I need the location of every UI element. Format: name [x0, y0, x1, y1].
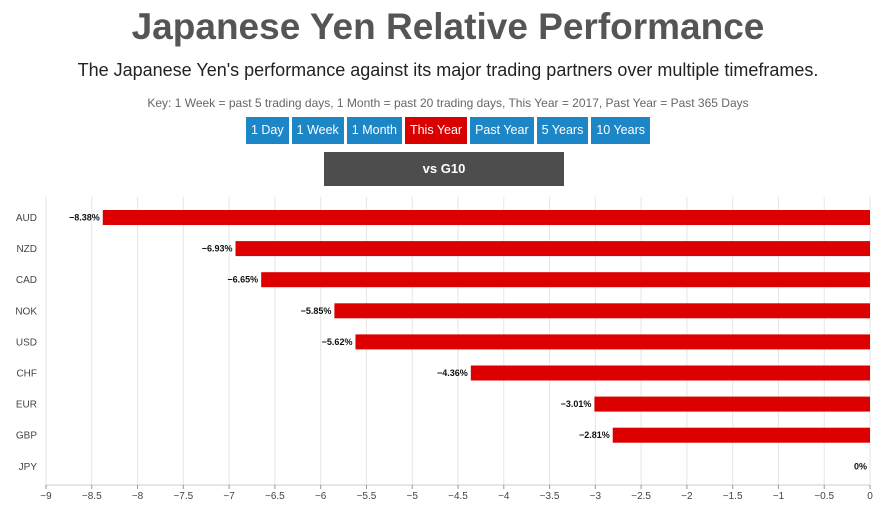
y-category-label: AUD: [16, 213, 37, 224]
x-tick-label: −2: [681, 491, 693, 502]
y-category-label: NZD: [16, 244, 37, 255]
bar: [261, 272, 871, 288]
x-tick-label: −1: [773, 491, 785, 502]
tab-1-month[interactable]: 1 Month: [346, 117, 402, 144]
bar: [594, 396, 870, 412]
data-label: −2.81%: [579, 430, 610, 440]
x-tick-label: −7: [223, 491, 235, 502]
tab-this-year[interactable]: This Year: [404, 117, 468, 144]
tab-10-years[interactable]: 10 Years: [591, 117, 650, 144]
y-category-label: USD: [16, 337, 37, 348]
x-tick-label: −5.5: [357, 491, 377, 502]
x-tick-label: −8.5: [82, 491, 102, 502]
timeframe-tabs: 1 Day 1 Week 1 Month This Year Past Year…: [0, 117, 896, 144]
x-tick-label: −3.5: [540, 491, 560, 502]
data-label: −4.36%: [437, 368, 468, 378]
x-tick-label: −3: [590, 491, 602, 502]
x-tick-label: −6.5: [265, 491, 285, 502]
x-tick-label: −7.5: [173, 491, 193, 502]
y-category-label: NOK: [15, 306, 37, 317]
data-label: −5.85%: [301, 306, 332, 316]
timeframe-key: Key: 1 Week = past 5 trading days, 1 Mon…: [147, 96, 749, 110]
data-label: −8.38%: [69, 213, 100, 223]
x-tick-label: −9: [40, 491, 52, 502]
bar: [612, 427, 870, 443]
y-category-label: CAD: [16, 275, 37, 286]
y-category-label: JPY: [19, 462, 38, 473]
bar: [334, 303, 870, 319]
tab-1-week[interactable]: 1 Week: [291, 117, 344, 144]
data-label: −5.62%: [322, 337, 353, 347]
data-label: −6.93%: [202, 244, 233, 254]
x-tick-label: −8: [132, 491, 144, 502]
bar-chart: −9 −8.5 −8 −7.5 −7 −6.5 −6 −5.5 −5 −4.5 −4 −3.5 −3 −2…: [15, 197, 873, 502]
x-tick-label: −6: [315, 491, 327, 502]
tab-past-year[interactable]: Past Year: [470, 117, 534, 144]
x-tick-label: −1.5: [723, 491, 743, 502]
x-tick-label: −4: [498, 491, 510, 502]
bar: [235, 241, 870, 257]
y-category-label: EUR: [16, 400, 37, 411]
x-tick-label: −4.5: [448, 491, 468, 502]
y-category-label: CHF: [16, 369, 37, 380]
vs-g10-button[interactable]: vs G10: [324, 152, 564, 186]
data-label: 0%: [854, 461, 867, 471]
x-tick-label: 0: [867, 491, 873, 502]
tab-1-day[interactable]: 1 Day: [245, 117, 289, 144]
x-tick-label: −5: [407, 491, 419, 502]
chart-subtitle: The Japanese Yen's performance against i…: [77, 60, 819, 80]
data-label: −6.65%: [227, 275, 258, 285]
data-label: −3.01%: [561, 399, 592, 409]
x-tick-label: −2.5: [631, 491, 651, 502]
x-tick-label: −0.5: [814, 491, 834, 502]
bar: [102, 210, 870, 225]
chart-title: Japanese Yen Relative Performance: [131, 6, 765, 47]
bar: [355, 334, 870, 350]
bar: [470, 365, 870, 381]
y-category-label: GBP: [16, 431, 37, 442]
tab-5-years[interactable]: 5 Years: [536, 117, 589, 144]
